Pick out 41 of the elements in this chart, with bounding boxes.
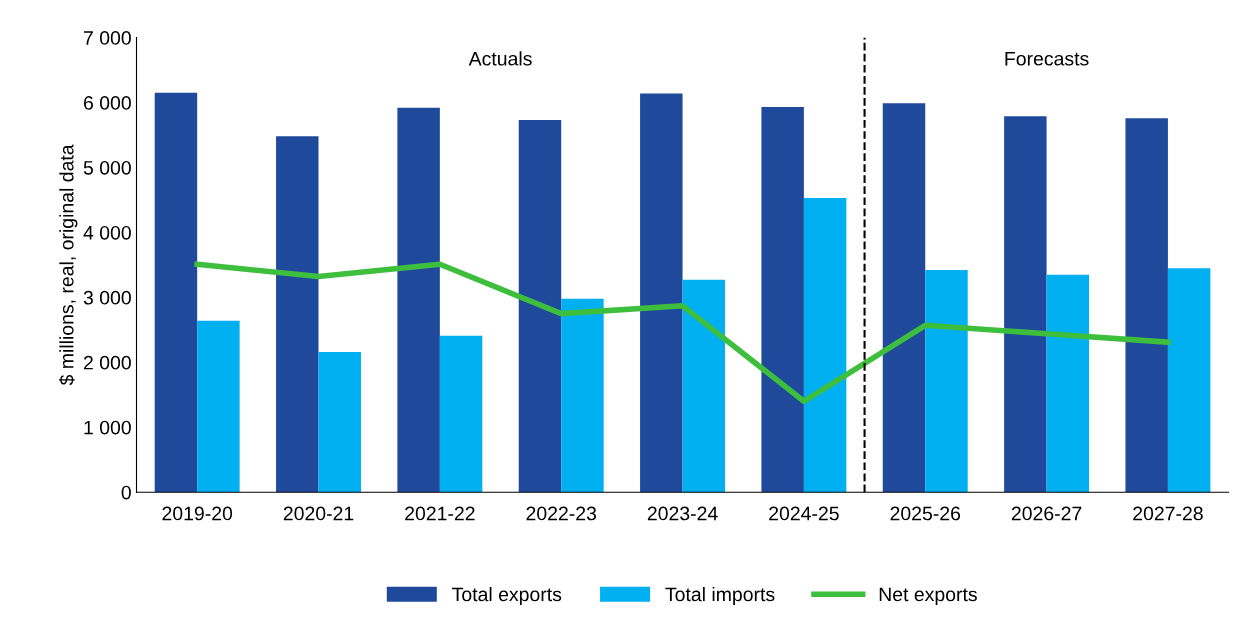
y-tick-label: 4 000 xyxy=(83,225,131,240)
bar xyxy=(197,320,240,493)
x-tick-label: 2020-21 xyxy=(283,506,354,521)
x-tick-label: 2023-24 xyxy=(647,506,718,521)
y-axis-title: $ millions, real, original data xyxy=(59,144,78,386)
bar xyxy=(1167,268,1211,493)
x-tick-label: 2026-27 xyxy=(1011,506,1082,521)
y-tick-label: 3 000 xyxy=(83,290,131,305)
legend-label: Total imports xyxy=(665,586,775,606)
bar xyxy=(397,107,440,493)
y-tick-label: 6 000 xyxy=(83,96,131,110)
x-tick-label: 2021-22 xyxy=(405,506,475,521)
annotation: Actuals xyxy=(468,51,532,66)
y-tick-label: 2 000 xyxy=(83,355,131,370)
bar xyxy=(882,103,926,493)
bar xyxy=(154,92,198,493)
x-tick-label: 2025-26 xyxy=(890,506,961,521)
bar xyxy=(518,120,562,493)
annotation: Forecasts xyxy=(1005,52,1089,66)
bar xyxy=(276,136,319,493)
bar xyxy=(439,335,483,493)
x-tick-label: 2022-23 xyxy=(526,506,597,521)
x-tick-label: 2024-25 xyxy=(769,506,839,521)
legend-label: Net exports xyxy=(879,587,977,606)
y-tick-label: 7 000 xyxy=(83,31,131,45)
y-tick-label: 5 000 xyxy=(83,160,131,175)
y-tick-label: 0 xyxy=(121,485,131,500)
y-tick-label: 1 000 xyxy=(84,420,131,435)
legend-label: Total exports xyxy=(452,586,562,606)
x-tick-label: 2019-20 xyxy=(162,506,233,521)
bar xyxy=(640,93,683,493)
bar xyxy=(318,351,361,493)
bar xyxy=(1046,274,1090,493)
bar xyxy=(1004,116,1047,493)
bar xyxy=(1125,118,1168,493)
x-tick-label: 2027-28 xyxy=(1133,506,1203,521)
bar xyxy=(561,298,604,493)
bar xyxy=(925,270,968,493)
bar xyxy=(761,107,804,493)
bar xyxy=(682,279,726,493)
bar xyxy=(803,198,847,493)
